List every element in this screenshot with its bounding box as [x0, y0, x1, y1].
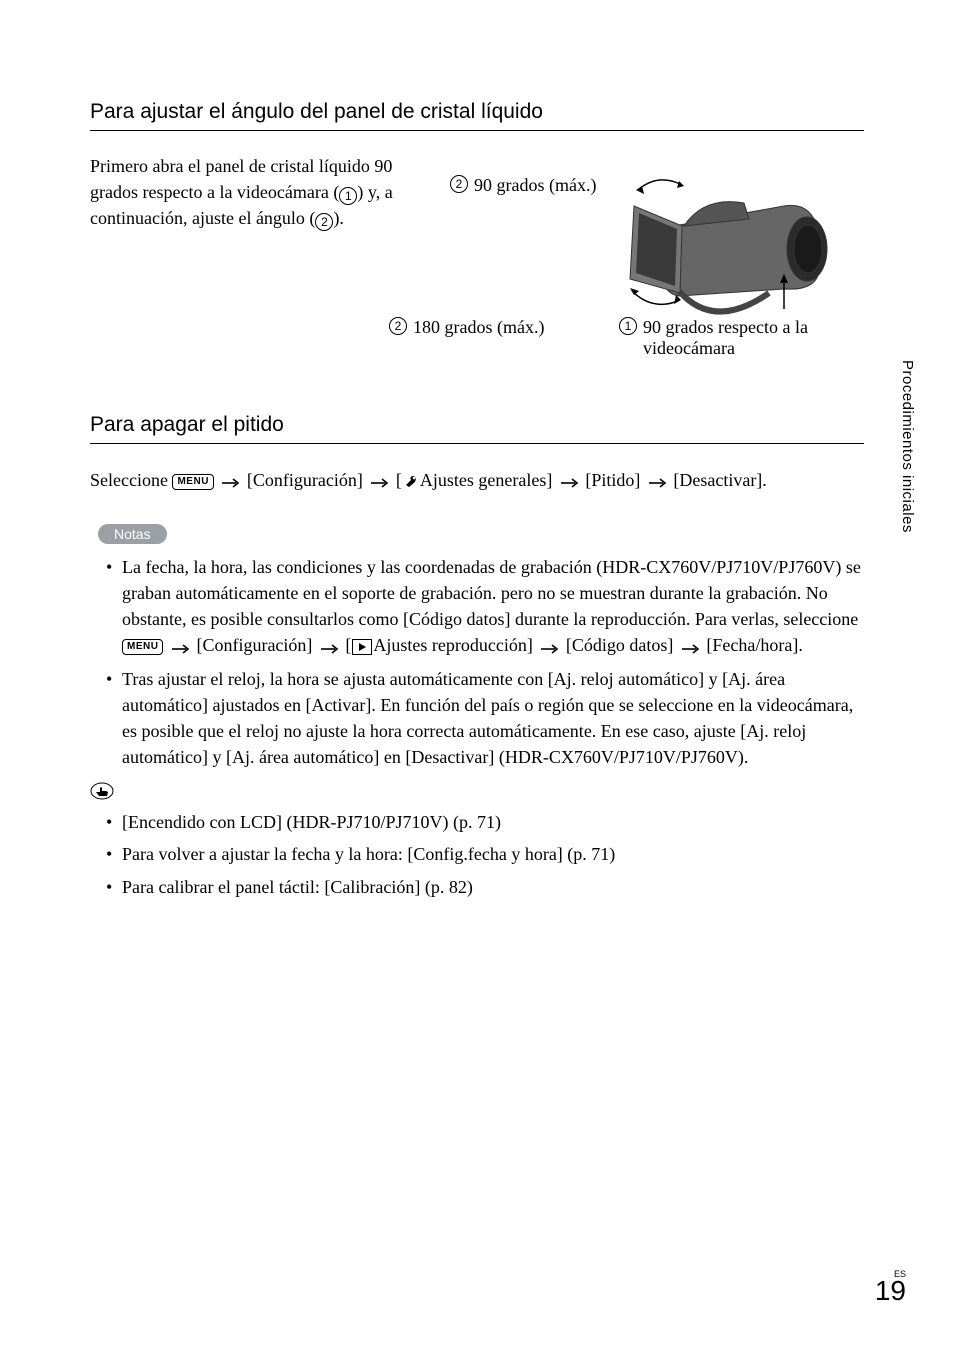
wrench-icon	[403, 469, 419, 498]
camera-diagram: 2 90 grados (máx.)	[444, 153, 864, 373]
intro-row: Primero abra el panel de cristal líquido…	[90, 153, 864, 373]
arrow-icon	[369, 467, 389, 496]
path-d: [Desactivar].	[673, 470, 766, 490]
side-tab-label: Procedimientos iniciales	[899, 360, 916, 533]
path-b-text: Ajustes generales]	[420, 470, 552, 490]
note-item-2: Tras ajustar el reloj, la hora se ajusta…	[106, 666, 864, 770]
arrow-icon	[647, 467, 667, 496]
note1-text: La fecha, la hora, las condiciones y las…	[122, 557, 861, 629]
note1-path-a: [Configuración]	[196, 635, 312, 655]
label-br-line2: videocámara	[643, 338, 735, 358]
label-top-text: 90 grados (máx.)	[474, 175, 596, 196]
menu-badge: MENU	[122, 639, 163, 655]
play-icon	[352, 639, 372, 655]
diagram-label-top: 2 90 grados (máx.)	[450, 175, 596, 196]
arrow-icon	[170, 634, 190, 660]
arrow-icon	[319, 634, 339, 660]
arrow-icon	[220, 467, 240, 496]
path-b-open: [	[396, 470, 402, 490]
arrow-icon	[539, 634, 559, 660]
label-top-num: 2	[450, 175, 468, 193]
refs-list: [Encendido con LCD] (HDR-PJ710/PJ710V) (…	[90, 809, 864, 899]
label-bl-text: 180 grados (máx.)	[413, 317, 544, 338]
select-text: Seleccione	[90, 470, 172, 490]
heading-panel-angle: Para ajustar el ángulo del panel de cris…	[90, 100, 864, 131]
label-bl-num: 2	[389, 317, 407, 335]
label-br-num: 1	[619, 317, 637, 335]
notes-label: Notas	[98, 524, 167, 544]
step-2-inline: 2	[315, 213, 333, 231]
arrow-icon	[680, 634, 700, 660]
notes-list: La fecha, la hora, las condiciones y las…	[90, 554, 864, 771]
note1-path-c: [Código datos]	[566, 635, 674, 655]
ref-item-2: Para volver a ajustar la fecha y la hora…	[106, 841, 864, 867]
note1-path-b-open: [	[345, 635, 351, 655]
camera-illustration	[584, 171, 834, 326]
intro-post: ).	[333, 208, 344, 228]
ref-item-3: Para calibrar el panel táctil: [Calibrac…	[106, 874, 864, 900]
note-item-1: La fecha, la hora, las condiciones y las…	[106, 554, 864, 660]
heading-beep-off: Para apagar el pitido	[90, 413, 864, 444]
note1-path-b-text: Ajustes reproducción]	[373, 635, 532, 655]
step-1-inline: 1	[339, 187, 357, 205]
ref-item-1: [Encendido con LCD] (HDR-PJ710/PJ710V) (…	[106, 809, 864, 835]
page-footer: ES 19	[875, 1269, 906, 1307]
note1-path-d: [Fecha/hora].	[706, 635, 802, 655]
hand-pointer-icon	[90, 782, 114, 805]
diagram-label-bottom-left: 2 180 grados (máx.)	[389, 317, 544, 338]
beep-instruction: Seleccione MENU [Configuración] [ Ajustes…	[90, 466, 864, 498]
intro-text: Primero abra el panel de cristal líquido…	[90, 153, 420, 231]
label-br-line1: 90 grados respecto a la	[643, 317, 808, 337]
arrow-icon	[559, 467, 579, 496]
footer-page-number: 19	[875, 1275, 906, 1306]
path-c: [Pitido]	[585, 470, 640, 490]
diagram-label-bottom-right: 1 90 grados respecto a la videocámara	[619, 317, 849, 359]
menu-badge: MENU	[172, 474, 213, 490]
path-a: [Configuración]	[247, 470, 363, 490]
